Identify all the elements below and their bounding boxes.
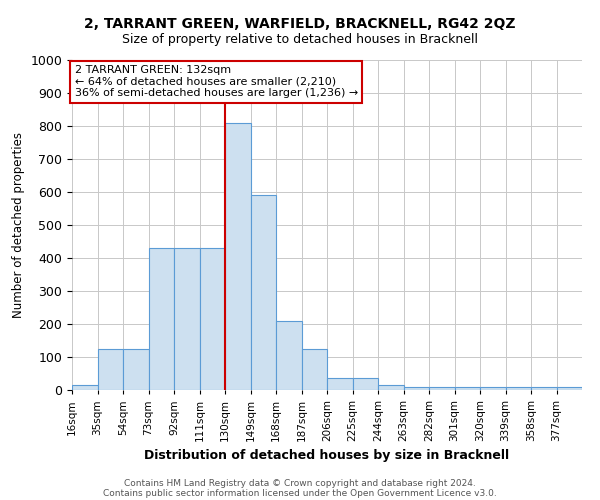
Bar — [97, 349, 123, 390]
Y-axis label: Number of detached properties: Number of detached properties — [12, 132, 25, 318]
X-axis label: Distribution of detached houses by size in Bracknell: Distribution of detached houses by size … — [145, 450, 509, 462]
Bar — [455, 388, 480, 390]
Bar — [72, 385, 97, 390]
Bar — [353, 378, 378, 390]
Bar — [199, 248, 225, 390]
Text: Contains public sector information licensed under the Open Government Licence v3: Contains public sector information licen… — [103, 488, 497, 498]
Bar — [557, 388, 582, 390]
Bar — [531, 388, 557, 390]
Bar — [251, 196, 276, 390]
Bar — [276, 320, 302, 390]
Bar — [327, 378, 353, 390]
Text: 2 TARRANT GREEN: 132sqm
← 64% of detached houses are smaller (2,210)
36% of semi: 2 TARRANT GREEN: 132sqm ← 64% of detache… — [74, 65, 358, 98]
Text: 2, TARRANT GREEN, WARFIELD, BRACKNELL, RG42 2QZ: 2, TARRANT GREEN, WARFIELD, BRACKNELL, R… — [84, 18, 516, 32]
Bar — [480, 388, 505, 390]
Bar — [149, 248, 174, 390]
Text: Size of property relative to detached houses in Bracknell: Size of property relative to detached ho… — [122, 32, 478, 46]
Bar — [505, 388, 531, 390]
Bar — [302, 349, 327, 390]
Bar — [225, 122, 251, 390]
Bar — [174, 248, 199, 390]
Bar — [429, 388, 455, 390]
Text: Contains HM Land Registry data © Crown copyright and database right 2024.: Contains HM Land Registry data © Crown c… — [124, 478, 476, 488]
Bar — [123, 349, 149, 390]
Bar — [378, 386, 404, 390]
Bar — [404, 388, 429, 390]
